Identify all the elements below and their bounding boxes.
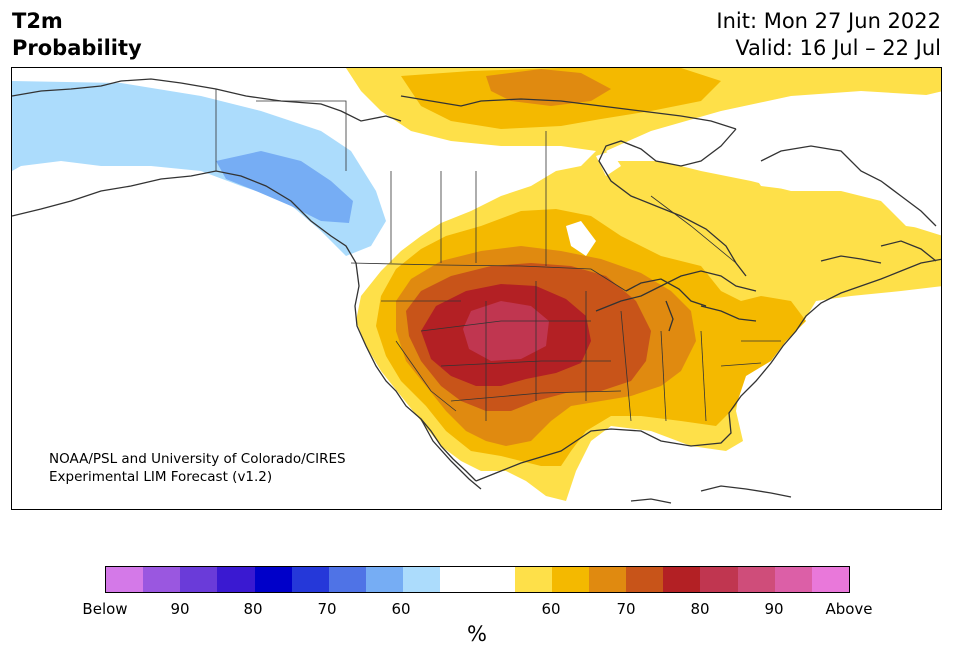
colorbar-segment-above-4 — [663, 567, 701, 592]
colorbar-segment-above-7 — [774, 567, 812, 592]
colorbar-label-above-60: 60 — [541, 600, 561, 618]
colorbar-label-below-90: 90 — [170, 600, 190, 618]
colorbar-segment-below-2 — [180, 567, 218, 592]
colorbar-segment-above-2 — [589, 567, 627, 592]
colorbar-segment-below-5 — [291, 567, 329, 592]
map-title: T2m Probability — [12, 8, 142, 62]
colorbar-segment-below-6 — [328, 567, 367, 592]
colorbar-segment-above-8 — [811, 567, 850, 592]
colorbar — [105, 566, 850, 593]
neutral-area-lake — [566, 221, 596, 256]
colorbar-label-above-70: 70 — [616, 600, 636, 618]
colorbar-unit: % — [467, 622, 487, 646]
forecast-dates: Init: Mon 27 Jun 2022 Valid: 16 Jul – 22… — [716, 8, 941, 62]
below-65-area — [216, 151, 353, 223]
colorbar-segment-below-8 — [403, 567, 441, 592]
above-85-area — [463, 301, 549, 361]
credit-line-org: NOAA/PSL and University of Colorado/CIRE… — [49, 451, 346, 467]
map-svg — [12, 68, 941, 504]
colorbar-label-above: Above — [825, 600, 873, 618]
political-borders — [215, 89, 781, 422]
colorbar-label-above-90: 90 — [764, 600, 784, 618]
colorbar-segment-above-3 — [626, 567, 664, 592]
colorbar-segment-below-7 — [366, 567, 404, 592]
colorbar-label-below: Below — [82, 600, 128, 618]
valid-date: Valid: 16 Jul – 22 Jul — [735, 36, 941, 60]
colorbar-label-above-80: 80 — [690, 600, 710, 618]
forecast-credit: NOAA/PSL and University of Colorado/CIRE… — [49, 450, 346, 486]
colorbar-label-below-80: 80 — [243, 600, 263, 618]
below-60-area — [12, 81, 386, 256]
colorbar-segment-neutral — [440, 567, 515, 592]
credit-line-model: Experimental LIM Forecast (v1.2) — [49, 469, 273, 485]
forecast-map — [11, 67, 942, 510]
init-date: Init: Mon 27 Jun 2022 — [716, 9, 941, 33]
colorbar-segment-above-6 — [737, 567, 775, 592]
colorbar-segment-above-5 — [700, 567, 738, 592]
colorbar-label-below-70: 70 — [317, 600, 337, 618]
neutral-area-hudson — [596, 151, 621, 176]
colorbar-segment-below-3 — [217, 567, 255, 592]
title-line-probability: Probability — [12, 36, 142, 60]
colorbar-segment-above-0 — [514, 567, 552, 592]
colorbar-segment-above-1 — [551, 567, 590, 592]
colorbar-segment-below-1 — [143, 567, 181, 592]
neutral-area-canada — [606, 91, 941, 231]
title-line-variable: T2m — [12, 9, 63, 33]
colorbar-segment-below-0 — [106, 567, 144, 592]
colorbar-label-below-60: 60 — [391, 600, 411, 618]
colorbar-segment-below-4 — [254, 567, 292, 592]
